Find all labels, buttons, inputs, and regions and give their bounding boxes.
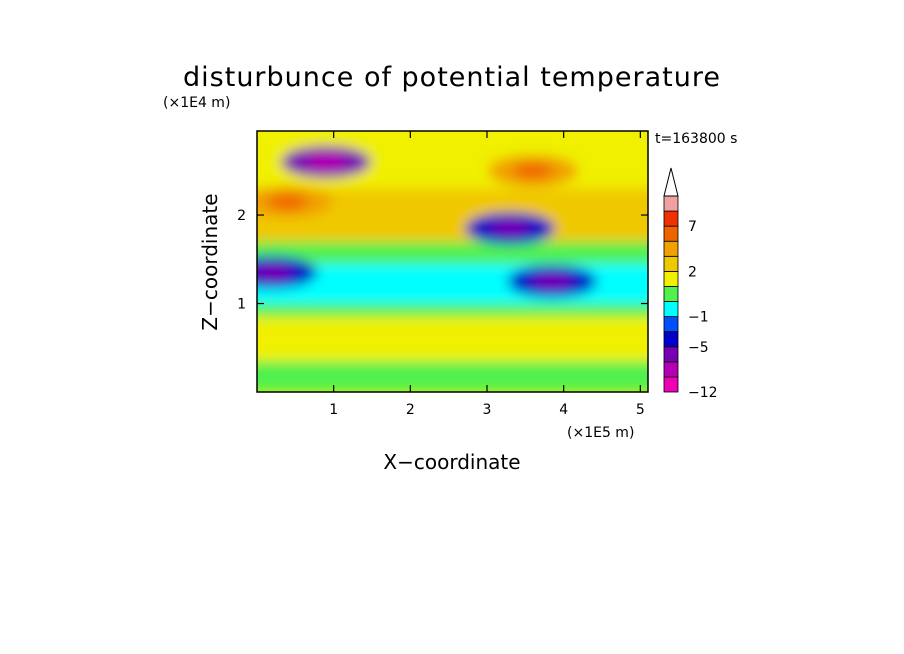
x-tick-label: 5 [636,402,645,418]
x-tick-label: 3 [483,402,492,418]
y-unit-label: (×1E4 m) [163,95,230,111]
colorbar-box [663,195,679,212]
colorbar-box [663,301,679,318]
colorbar-box [663,376,679,393]
colorbar-label: −12 [688,385,718,401]
y-tick-label: 1 [237,297,246,313]
y-axis: 12 [237,208,648,313]
field-layer-0 [257,361,648,392]
field-feature-core-0 [305,153,347,170]
x-axis: 1 2 3 4 5 [329,131,645,418]
time-label: t=163800 s [655,131,737,147]
colorbar-box [663,346,679,363]
y-tick-label: 2 [237,208,246,224]
field-feature-core-4 [531,273,573,290]
y-axis-title: Z−coordinate [198,193,222,330]
colorbar-label: −1 [688,310,709,326]
colorbar-label: 2 [688,264,697,280]
heatmap-field [257,131,648,392]
colorbar-box [663,361,679,378]
x-tick-label: 1 [329,402,338,418]
field-feature-core-1 [512,162,554,179]
colorbar-box [663,286,679,302]
colorbar-box [663,331,679,348]
colorbar: −12−5−127 [663,167,718,401]
colorbar-box [663,270,679,287]
field-feature-core-5 [257,264,293,281]
x-axis-title: X−coordinate [383,450,520,474]
colorbar-label: 7 [688,219,697,235]
field-feature-core-2 [489,220,531,237]
colorbar-box [663,210,679,227]
colorbar-box [663,316,679,333]
field-layer-4 [257,241,648,264]
colorbar-label: −5 [688,340,709,356]
field-layers [257,131,648,392]
x-unit-label: (×1E5 m) [567,425,634,441]
colorbar-box [663,255,679,272]
plot-frame [256,130,649,393]
field-layer-2 [257,303,648,317]
chart-title: disturbunce of potential temperature [183,62,721,93]
colorbar-box [663,240,679,257]
colorbar-extend-arrow [663,167,679,197]
x-tick-label: 4 [559,402,568,418]
field-layer-1 [257,316,648,362]
x-tick-label: 2 [406,402,415,418]
field-feature-core-3 [267,193,308,210]
colorbar-box [663,225,679,242]
